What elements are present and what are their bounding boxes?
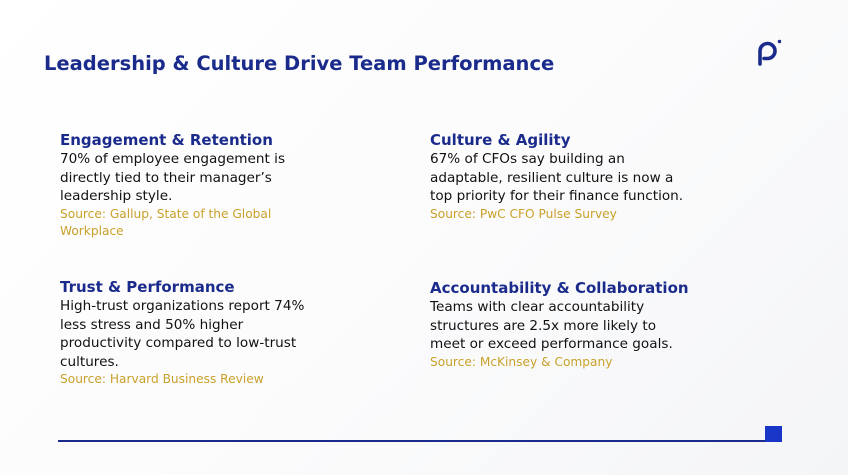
slide-title: Leadership & Culture Drive Team Performa… [44, 52, 555, 75]
card-body-line: directly tied to their manager’s [60, 169, 272, 186]
card-source: Source: Gallup, State of the Global Work… [60, 206, 380, 240]
card-body-line: Teams with clear accountability [430, 299, 645, 315]
card-heading: Culture & Agility [430, 131, 571, 149]
card-body-line: cultures. [60, 353, 119, 370]
card-source-line: Workplace [60, 223, 124, 238]
card-body-line: adaptable, resilient culture is now a [430, 169, 674, 186]
card-source: Source: Harvard Business Review [60, 371, 380, 388]
card-culture-agility: Culture & Agility 67% of CFOs say buildi… [430, 131, 750, 223]
bottom-divider [58, 440, 766, 442]
card-trust-performance: Trust & Performance High-trust organizat… [60, 278, 380, 388]
card-body: High-trust organizations report 74% less… [60, 297, 380, 371]
card-body-line: 67% of CFOs say building an [430, 151, 625, 167]
accent-square [765, 426, 782, 442]
card-source-line: Source: Harvard Business Review [60, 372, 264, 387]
card-body-line: leadership style. [60, 188, 173, 205]
brand-p-logo-icon [758, 39, 782, 66]
card-heading: Accountability & Collaboration [430, 279, 689, 297]
card-body-line: meet or exceed performance goals. [430, 336, 673, 353]
card-heading: Trust & Performance [60, 278, 235, 296]
card-body-line: 70% of employee engagement is [60, 151, 286, 167]
card-source: Source: McKinsey & Company [430, 354, 750, 371]
card-heading: Engagement & Retention [60, 131, 273, 149]
card-engagement-retention: Engagement & Retention 70% of employee e… [60, 131, 380, 240]
card-body: Teams with clear accountability structur… [430, 298, 750, 354]
card-body-line: productivity compared to low-trust [60, 335, 297, 352]
card-body: 67% of CFOs say building an adaptable, r… [430, 150, 750, 206]
card-body-line: High-trust organizations report 74% [60, 298, 305, 314]
card-body-line: less stress and 50% higher [60, 316, 244, 333]
card-body-line: structures are 2.5x more likely to [430, 317, 657, 334]
card-accountability-collaboration: Accountability & Collaboration Teams wit… [430, 279, 750, 371]
card-source-line: Source: Gallup, State of the Global [60, 206, 272, 221]
card-source-line: Source: McKinsey & Company [430, 354, 613, 369]
card-source: Source: PwC CFO Pulse Survey [430, 206, 750, 223]
card-body: 70% of employee engagement is directly t… [60, 150, 380, 206]
card-source-line: Source: PwC CFO Pulse Survey [430, 206, 617, 221]
card-body-line: top priority for their finance function. [430, 188, 684, 205]
